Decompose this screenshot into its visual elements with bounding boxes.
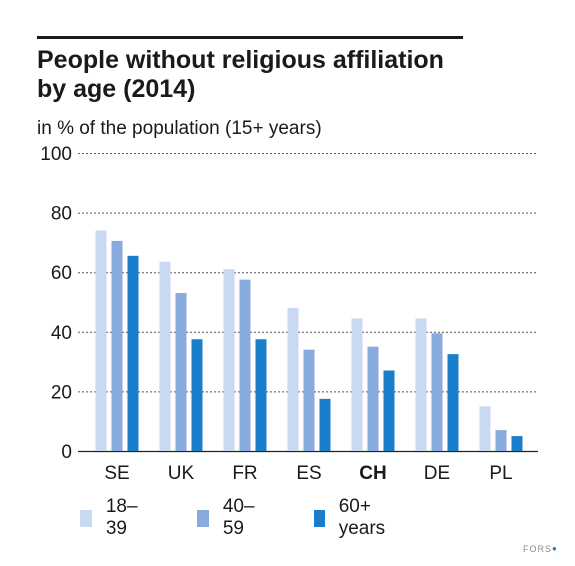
- y-tick-label: 20: [51, 382, 72, 403]
- legend-swatch-18-39: [80, 509, 92, 527]
- legend-label-18-39: 18–39: [105, 496, 138, 539]
- bar: [175, 293, 187, 451]
- bar: [351, 318, 363, 451]
- bar: [431, 333, 443, 451]
- y-tick-label: 0: [61, 442, 72, 463]
- legend-item-60-plus: 60+ years: [314, 496, 391, 539]
- legend-label-60-plus: 60+ years: [338, 496, 386, 539]
- source-dot-icon: ●: [552, 544, 558, 553]
- bar: [367, 346, 379, 451]
- y-tick-label: 40: [51, 323, 72, 344]
- chart-subtitle: in % of the population (15+ years): [37, 118, 322, 139]
- chart-title-line-2: by age (2014): [37, 75, 196, 103]
- x-tick-label: UK: [168, 463, 195, 484]
- bar: [159, 261, 171, 451]
- bar: [303, 349, 315, 451]
- bar: [447, 354, 459, 451]
- bar: [319, 398, 331, 451]
- bar: [479, 406, 491, 451]
- bar: [239, 279, 251, 451]
- bar: [495, 430, 507, 451]
- y-tick-label: 60: [51, 263, 72, 284]
- bar: [191, 339, 203, 451]
- legend-swatch-60-plus: [314, 509, 325, 527]
- y-tick-label: 100: [40, 144, 72, 165]
- bar: [287, 307, 299, 451]
- source-label: FORS●: [523, 544, 558, 554]
- bar: [255, 339, 267, 451]
- bar: [111, 240, 123, 451]
- x-tick-label: SE: [104, 463, 129, 484]
- title-rule: [37, 36, 463, 39]
- x-tick-label: PL: [489, 463, 512, 484]
- legend-item-40-59: 40–59: [197, 496, 260, 539]
- bar: [383, 370, 395, 451]
- x-tick-label: ES: [296, 463, 321, 484]
- bar: [95, 230, 107, 451]
- source-text: FORS: [523, 544, 553, 554]
- legend-label-40-59: 40–59: [222, 496, 255, 539]
- x-tick-label: DE: [424, 463, 450, 484]
- bar: [415, 318, 427, 451]
- bar: [511, 436, 523, 451]
- x-tick-label: CH: [359, 463, 386, 484]
- bar: [223, 269, 235, 451]
- bar: [127, 255, 139, 451]
- chart-title-line-1: People without religious affiliation: [37, 46, 444, 74]
- chart-title: People without religious affiliation by …: [37, 46, 497, 104]
- x-tick-label: FR: [232, 463, 257, 484]
- legend-swatch-40-59: [197, 509, 209, 527]
- y-tick-label: 80: [51, 204, 72, 225]
- legend-item-18-39: 18–39: [80, 496, 143, 539]
